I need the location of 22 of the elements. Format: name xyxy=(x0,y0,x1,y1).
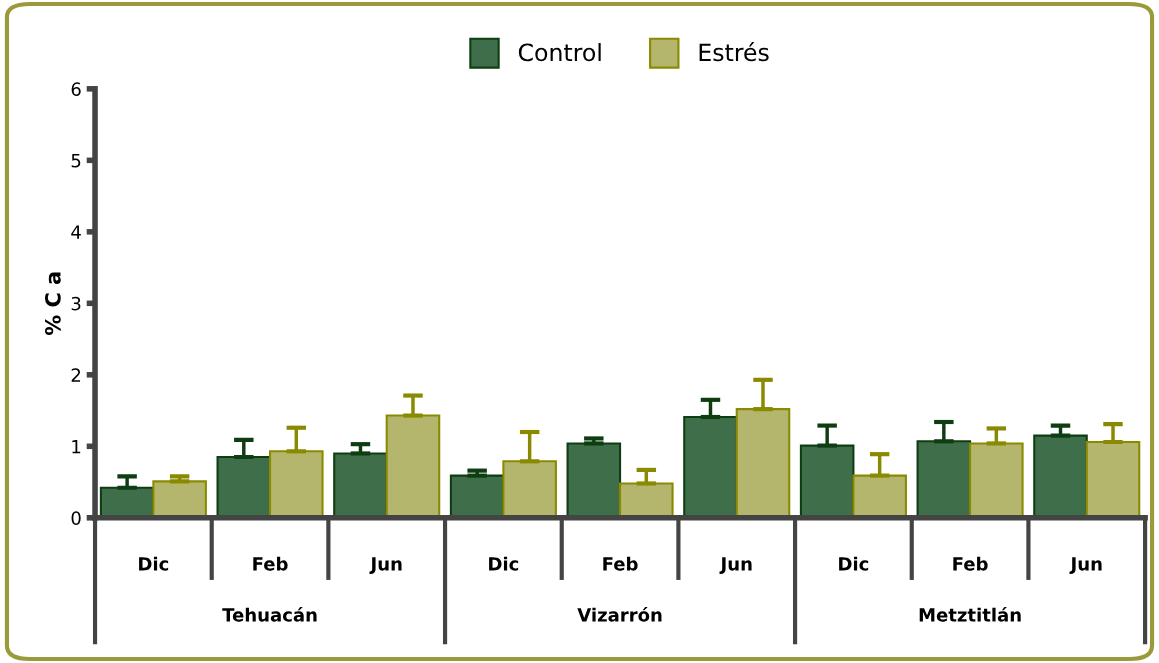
x-tick-label: Feb xyxy=(253,556,288,571)
text: Tehuacán xyxy=(222,607,317,622)
y-tick-label: 3 xyxy=(71,296,81,311)
y-tick-label: 4 xyxy=(71,225,81,239)
text: Vizarrón xyxy=(577,607,662,622)
y-axis-title: % C a xyxy=(45,272,61,336)
legend-label: Estrés xyxy=(699,42,769,62)
x-tick-label: Feb xyxy=(603,556,638,571)
x-tick-label: Jun xyxy=(369,557,402,575)
x-tick-label: Jun xyxy=(719,557,752,575)
y-tick-label: 1 xyxy=(72,440,81,454)
x-tick-label: Dic xyxy=(839,556,869,571)
x-tick-label: Dic xyxy=(139,556,169,571)
y-tick-label: 6 xyxy=(71,82,81,96)
text: Metztitlán xyxy=(919,607,1021,622)
y-tick-label: 0 xyxy=(71,511,81,525)
x-tick-label: Jun xyxy=(1069,557,1102,575)
y-tick-label: 5 xyxy=(71,154,81,168)
y-tick-label: 2 xyxy=(71,368,81,382)
legend-label: Control xyxy=(518,43,601,62)
x-tick-label: Feb xyxy=(953,556,988,571)
x-tick-label: Dic xyxy=(489,556,519,571)
